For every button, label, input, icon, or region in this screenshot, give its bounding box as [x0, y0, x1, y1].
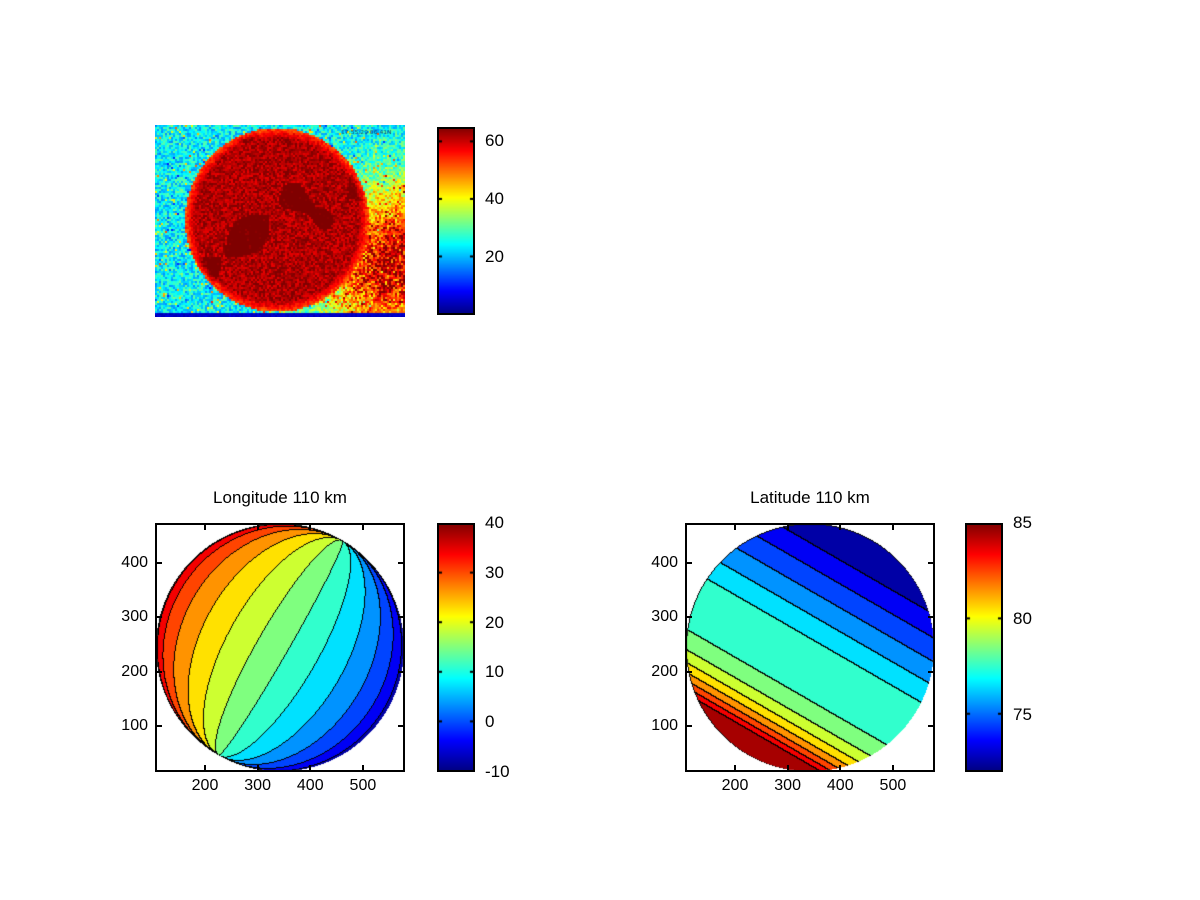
- longitude_contour-xtickmark: [256, 524, 259, 530]
- longitude_contour-ytickmark: [398, 670, 404, 673]
- thermal-colorbar-canvas: [437, 127, 475, 315]
- longitude_contour-xtickmark: [204, 765, 206, 771]
- latitude_contour-xtickmark: [891, 524, 894, 530]
- thermal_image-tick-label: 60: [485, 131, 504, 151]
- latitude_contour-ytick-label: 400: [651, 554, 678, 572]
- longitude_contour-ytickmark: [398, 562, 404, 565]
- longitude_contour-tick-label: 0: [485, 712, 495, 732]
- latitude_contour-ytickmark: [686, 562, 692, 565]
- thermal_image-tick-label: 20: [485, 247, 504, 267]
- longitude_contour-tick-label: 30: [485, 562, 504, 582]
- latitude_contour-ytick-label: 300: [651, 608, 678, 626]
- latitude_contour-xtickmark: [839, 765, 842, 771]
- latitude_contour-tick-label: 80: [1013, 608, 1032, 628]
- latitude_contour-xtick-label: 400: [826, 777, 854, 794]
- latitude_contour-xtick-label: 300: [774, 777, 801, 794]
- longitude_contour-ytick-label: 300: [121, 608, 148, 626]
- longitude_contour-tick-label: 20: [485, 612, 504, 632]
- latitude_contour-ytickmark: [686, 670, 692, 673]
- longitude_contour-ytickmark: [156, 670, 162, 673]
- latitude_contour-tick-label: 85: [1013, 513, 1032, 532]
- longitude_contour-xtick-label: 300: [244, 777, 271, 794]
- latitude_contour-ytick-label: 200: [651, 662, 678, 680]
- latitude_contour-xtickmark: [734, 765, 736, 771]
- thermal_image-tick-label: 40: [485, 189, 504, 209]
- longitude_contour-ytick-label: 200: [121, 662, 148, 680]
- latitude-plot-title: Latitude 110 km: [750, 488, 870, 507]
- latitude_contour-xtickmark: [891, 765, 894, 771]
- latitude_contour-xtickmark: [786, 524, 789, 530]
- longitude_contour-xtick-label: 200: [191, 777, 219, 794]
- longitude_contour-tick-label: -10: [485, 762, 510, 781]
- longitude_contour-ytick-label: 400: [121, 554, 148, 572]
- longitude-colorbar-canvas: [437, 523, 475, 772]
- longitude_contour-ytickmark: [156, 724, 162, 727]
- latitude_contour-ytickmark: [686, 616, 692, 619]
- longitude_contour-ytickmark: [156, 562, 162, 565]
- longitude_contour-xtickmark: [309, 765, 312, 771]
- latitude_contour-xtick-label: 500: [879, 777, 907, 794]
- longitude_contour-tick-label: 10: [485, 662, 504, 682]
- longitude_contour-xtickmark: [204, 524, 206, 530]
- longitude_contour-xtick-label: 400: [296, 777, 324, 794]
- longitude_contour-ytickmark: [398, 616, 404, 619]
- latitude_contour-ytickmark: [928, 724, 934, 727]
- latitude-colorbar-canvas: [965, 523, 1003, 772]
- latitude_contour-ytickmark: [928, 562, 934, 565]
- latitude_contour-tick-label: 75: [1013, 704, 1032, 724]
- latitude_contour-xtickmark: [734, 524, 736, 530]
- latitude_contour-ytick-label: 100: [651, 716, 678, 734]
- longitude_contour-ytickmark: [398, 724, 404, 727]
- longitude_contour-ytickmark: [156, 616, 162, 619]
- latitude_contour-ytickmark: [928, 670, 934, 673]
- latitude-contour-canvas: [685, 523, 935, 772]
- longitude_contour-xtickmark: [361, 765, 364, 771]
- longitude_contour-xtick-label: 500: [349, 777, 377, 794]
- thermal-image-canvas: [155, 125, 405, 317]
- latitude_contour-ytickmark: [928, 616, 934, 619]
- latitude_contour-xtick-label: 200: [721, 777, 749, 794]
- latitude_contour-xtickmark: [786, 765, 789, 771]
- longitude_contour-ytick-label: 100: [121, 716, 148, 734]
- longitude-contour-canvas: [155, 523, 405, 772]
- longitude_contour-xtickmark: [256, 765, 259, 771]
- longitude_contour-xtickmark: [361, 524, 364, 530]
- longitude-plot-title: Longitude 110 km: [213, 488, 347, 507]
- latitude_contour-xtickmark: [839, 524, 842, 530]
- longitude_contour-tick-label: 40: [485, 513, 504, 532]
- longitude_contour-xtickmark: [309, 524, 312, 530]
- latitude_contour-ytickmark: [686, 724, 692, 727]
